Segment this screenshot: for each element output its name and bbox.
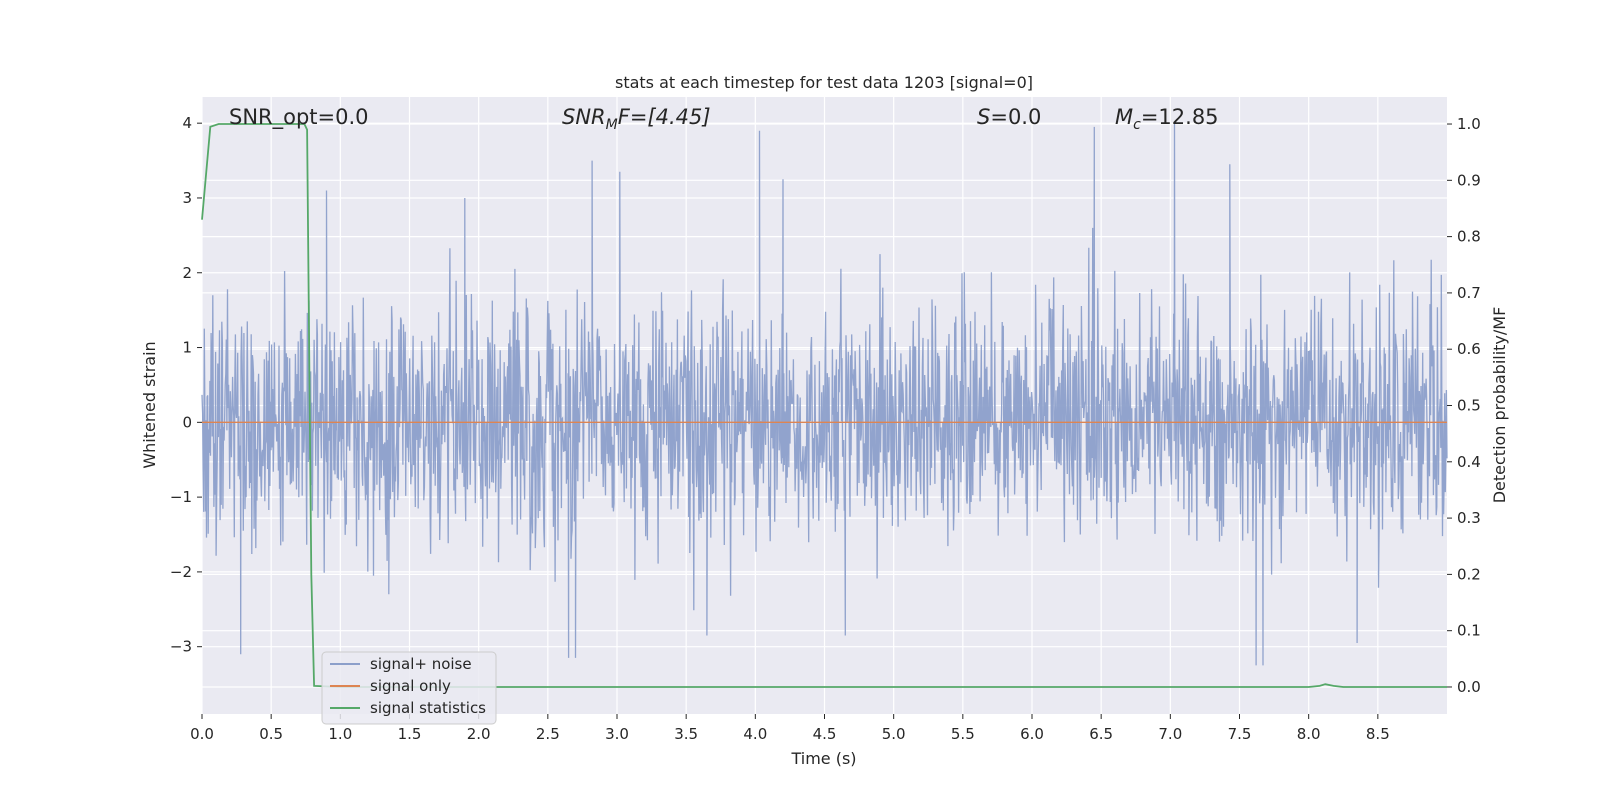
x-tick-label: 4.0	[743, 725, 767, 743]
x-tick-label: 6.0	[1020, 725, 1044, 743]
y2-tick-label: 0.8	[1457, 228, 1481, 246]
x-tick-label: 8.0	[1297, 725, 1321, 743]
y2-tick-label: 0.9	[1457, 171, 1481, 189]
y2-tick-label: 0.4	[1457, 453, 1481, 471]
y2-tick-label: 0.3	[1457, 509, 1481, 527]
y-tick-label: 0	[182, 413, 192, 431]
x-axis-label: Time (s)	[790, 749, 856, 768]
x-tick-label: 5.0	[882, 725, 906, 743]
legend: signal+ noise signal only signal statist…	[321, 651, 497, 725]
x-tick-label: 2.0	[467, 725, 491, 743]
y2-axis-label: Detection probability/MF	[1490, 307, 1509, 504]
x-tick-label: 6.5	[1089, 725, 1113, 743]
y-tick-label: −3	[170, 638, 192, 656]
x-tick-label: 1.5	[398, 725, 422, 743]
x-tick-label: 3.5	[674, 725, 698, 743]
x-tick-label: 4.5	[813, 725, 837, 743]
chart-title: stats at each timestep for test data 120…	[615, 73, 1033, 92]
y-tick-label: 3	[182, 189, 192, 207]
x-tick-label: 2.5	[536, 725, 560, 743]
y2-tick-label: 0.6	[1457, 340, 1481, 358]
y-axis-label: Whitened strain	[140, 341, 159, 468]
x-tick-label: 1.0	[328, 725, 352, 743]
x-tick-label: 0.0	[190, 725, 214, 743]
y2-tick-label: 0.7	[1457, 284, 1481, 302]
x-tick-label: 7.5	[1228, 725, 1252, 743]
legend-label-signal-noise: signal+ noise	[370, 655, 472, 673]
legend-label-signal-only: signal only	[370, 677, 451, 695]
ticks-layer: 0.0 0.5 1.0 1.5 2.0 2.5 3.0 3.5 4.0 4.5 5.0 5.5 6.0 6…	[170, 114, 1481, 743]
y2-tick-label: 0.5	[1457, 397, 1481, 415]
x-tick-label: 3.0	[605, 725, 629, 743]
annotation-s: S=0.0	[977, 105, 1041, 129]
x-tick-label: 7.0	[1158, 725, 1182, 743]
x-tick-label: 0.5	[259, 725, 283, 743]
x-tick-label: 8.5	[1366, 725, 1390, 743]
series-signal-noise	[201, 123, 1448, 666]
y2-tick-label: 0.0	[1457, 678, 1481, 696]
y-tick-label: 4	[182, 114, 192, 132]
y2-tick-label: 0.2	[1457, 565, 1481, 583]
legend-box	[321, 651, 497, 725]
annotation-snr-opt: SNR_opt=0.0	[229, 105, 369, 130]
y2-tick-label: 1.0	[1457, 115, 1481, 133]
legend-label-signal-statistics: signal statistics	[370, 699, 486, 717]
annotation-snr-mf: SNRMF=[4.45]	[562, 105, 711, 133]
y-tick-label: 2	[182, 264, 192, 282]
annotation-mc: Mc=12.85	[1115, 105, 1219, 133]
y2-tick-label: 0.1	[1457, 622, 1481, 640]
y-tick-label: −1	[170, 488, 192, 506]
y-tick-label: −2	[170, 563, 192, 581]
y-tick-label: 1	[182, 339, 192, 357]
x-tick-label: 5.5	[951, 725, 975, 743]
